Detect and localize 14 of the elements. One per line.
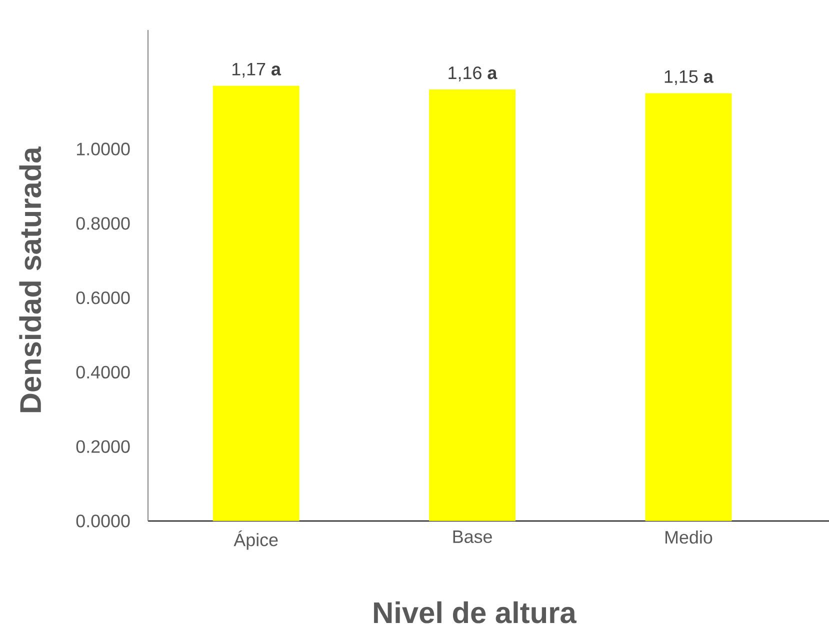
y-tick-label: 0.4000 [76,366,130,379]
x-tick-label: Medio [666,530,712,544]
y-tick-label: 1.0000 [76,142,130,156]
y-tick-label: 0.6000 [76,291,130,304]
x-tick-label: Base [453,530,492,544]
x-axis-title: Nivel de altura [374,601,577,624]
data-label: 1,15 a [664,70,714,86]
data-label: 1,16 a [448,66,498,82]
y-tick-label: 0.0000 [76,514,130,528]
y-tick-label: 0.2000 [76,440,130,453]
x-tick-label: Ápice [234,530,278,550]
y-tick-label: 0.8000 [76,217,130,230]
y-axis-title: Densidad saturada [19,146,42,412]
data-label: 1,17 a [232,62,282,78]
